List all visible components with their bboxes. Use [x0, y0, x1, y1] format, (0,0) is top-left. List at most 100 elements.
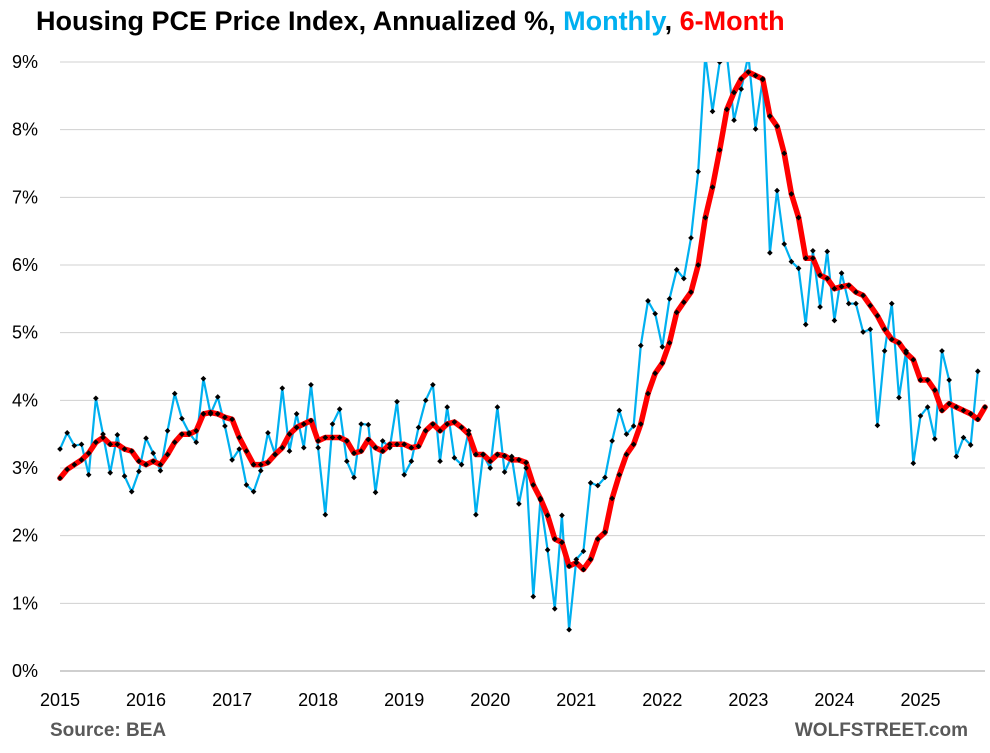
six-month-point — [559, 539, 565, 546]
y-tick-label: 7% — [12, 187, 38, 207]
monthly-point — [114, 432, 121, 438]
x-tick-label: 2025 — [900, 690, 940, 710]
six-month-point — [881, 326, 888, 333]
six-month-point — [351, 450, 357, 456]
six-month-point — [573, 559, 580, 566]
monthly-point — [853, 300, 859, 307]
monthly-series-line — [58, 62, 979, 631]
monthly-point — [630, 423, 637, 429]
six-month-point — [867, 302, 874, 309]
title-comma: , — [664, 6, 680, 36]
six-month-point — [759, 76, 766, 82]
six-month-point — [186, 431, 192, 437]
monthly-point — [501, 469, 508, 475]
six-month-point — [164, 451, 171, 458]
six-month-point — [587, 556, 594, 563]
plot-area — [57, 52, 988, 633]
monthly-point — [372, 489, 379, 496]
monthly-point — [257, 467, 264, 474]
monthly-point — [587, 480, 594, 486]
six-month-point — [795, 214, 802, 221]
six-month-point — [702, 214, 709, 221]
monthly-point — [544, 547, 551, 553]
monthly-point — [767, 249, 773, 256]
monthly-point — [881, 348, 888, 354]
monthly-point — [100, 431, 106, 437]
six-month-point — [982, 404, 988, 410]
six-month-point — [308, 417, 314, 424]
six-month-point — [853, 289, 859, 295]
six-month-point — [910, 356, 917, 363]
monthly-point — [430, 381, 436, 388]
six-month-point — [645, 390, 651, 397]
six-month-point — [616, 471, 623, 478]
monthly-point — [250, 488, 257, 495]
monthly-point — [293, 411, 300, 417]
monthly-point — [573, 556, 580, 563]
six-month-point — [71, 461, 78, 468]
x-tick-label: 2020 — [470, 690, 510, 710]
monthly-point — [860, 329, 866, 335]
six-month-point — [652, 370, 658, 377]
six-month-point — [143, 461, 149, 468]
six-month-point — [946, 400, 952, 407]
six-month-point — [272, 451, 278, 458]
x-tick-label: 2019 — [384, 690, 424, 710]
six-month-point — [874, 312, 881, 319]
six-month-point — [100, 434, 106, 441]
x-tick-label: 2016 — [126, 690, 166, 710]
monthly-point — [781, 241, 788, 247]
monthly-point — [703, 52, 709, 58]
six-month-point — [688, 289, 694, 295]
six-month-point — [171, 439, 178, 446]
six-month-point — [480, 451, 486, 458]
monthly-point — [78, 441, 85, 448]
six-month-point — [724, 106, 730, 113]
six-month-point — [817, 272, 823, 278]
six-month-point — [487, 458, 494, 465]
monthly-point — [229, 457, 235, 463]
six-month-point — [473, 451, 479, 458]
six-month-point — [243, 448, 250, 454]
six-month-point — [293, 424, 300, 431]
six-month-point — [917, 377, 924, 383]
monthly-point — [458, 461, 465, 468]
monthly-point — [824, 248, 831, 255]
six-month-point — [236, 434, 243, 441]
monthly-point — [917, 413, 924, 419]
monthly-point — [308, 381, 314, 388]
title-monthly: Monthly — [563, 6, 665, 36]
monthly-point — [286, 448, 293, 454]
monthly-point — [365, 421, 372, 428]
monthly-point — [637, 342, 644, 349]
monthly-point — [716, 62, 723, 65]
monthly-point — [788, 258, 795, 265]
monthly-point — [214, 394, 221, 400]
six-month-point — [953, 404, 960, 410]
six-month-point — [415, 443, 422, 450]
monthly-point — [451, 455, 458, 461]
six-month-point — [537, 495, 544, 502]
monthly-point — [652, 310, 658, 317]
x-tick-label: 2017 — [212, 690, 252, 710]
six-month-point — [516, 457, 522, 463]
monthly-point — [967, 442, 974, 448]
monthly-point — [279, 385, 286, 391]
six-month-point — [394, 441, 400, 448]
six-month-point — [430, 421, 436, 427]
six-month-point — [465, 431, 472, 437]
monthly-point — [659, 344, 666, 350]
six-month-point — [437, 427, 443, 434]
six-month-point — [121, 446, 128, 452]
monthly-point — [351, 474, 357, 481]
six-month-point — [85, 450, 92, 456]
monthly-point — [494, 404, 501, 410]
monthly-point — [752, 126, 759, 132]
monthly-point — [695, 168, 702, 175]
y-tick-label: 2% — [12, 526, 38, 546]
monthly-point — [437, 458, 443, 465]
six-month-point — [630, 441, 637, 448]
monthly-point — [64, 429, 70, 436]
six-month-point — [128, 448, 135, 454]
monthly-point — [960, 434, 967, 441]
